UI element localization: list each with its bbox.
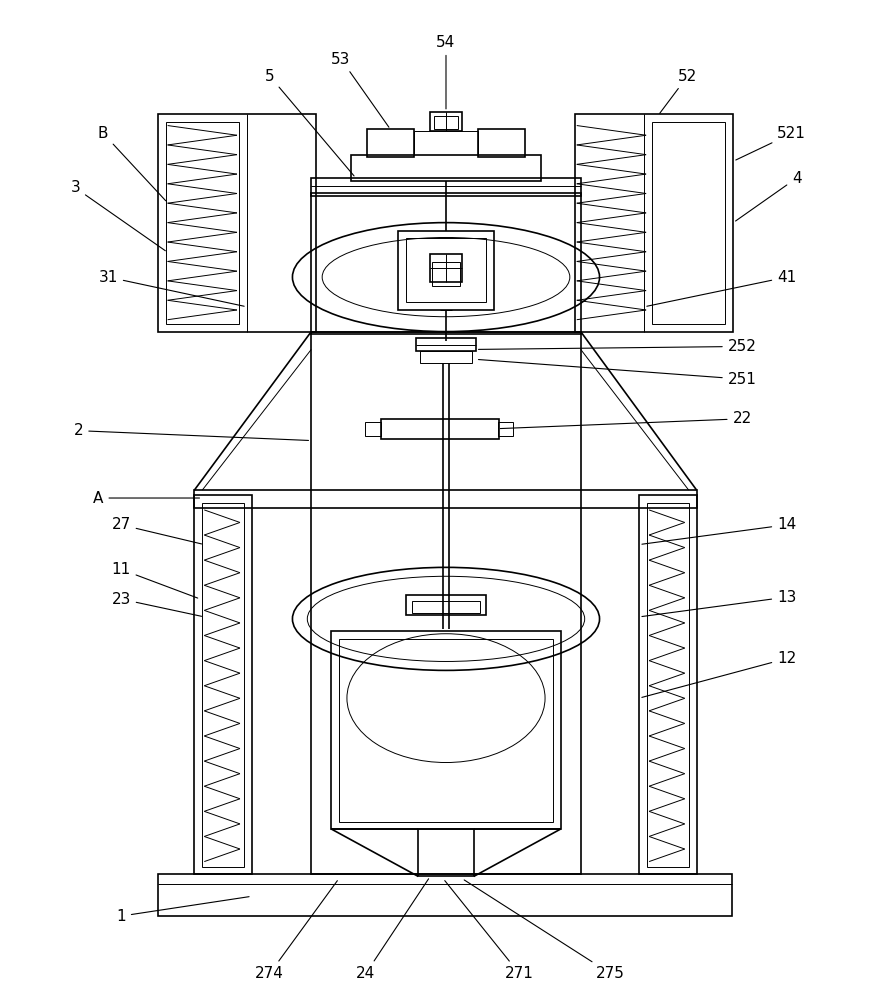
- Text: 22: 22: [500, 411, 752, 429]
- Text: 53: 53: [331, 52, 389, 127]
- Bar: [497, 422, 513, 436]
- Bar: [311, 193, 581, 334]
- Bar: [351, 155, 541, 181]
- Text: 52: 52: [659, 69, 698, 113]
- Text: 274: 274: [255, 881, 338, 981]
- Text: 2: 2: [74, 423, 308, 440]
- Text: 5: 5: [265, 69, 354, 176]
- Bar: [364, 422, 380, 436]
- Text: 251: 251: [478, 360, 756, 387]
- Text: 3: 3: [70, 180, 166, 251]
- Bar: [406, 595, 486, 615]
- Bar: [652, 122, 725, 324]
- Bar: [430, 254, 462, 282]
- Bar: [202, 503, 244, 867]
- Text: 23: 23: [111, 592, 201, 616]
- Bar: [647, 503, 689, 867]
- Bar: [416, 338, 476, 351]
- Bar: [432, 262, 460, 286]
- Text: 54: 54: [437, 35, 455, 109]
- Bar: [311, 178, 581, 196]
- Bar: [478, 129, 526, 157]
- Bar: [380, 419, 500, 439]
- Text: B: B: [98, 126, 166, 201]
- Bar: [158, 114, 316, 332]
- Text: 41: 41: [647, 270, 797, 306]
- Text: 4: 4: [736, 171, 802, 221]
- Text: 24: 24: [356, 879, 429, 981]
- Bar: [194, 490, 697, 508]
- Bar: [430, 112, 462, 131]
- Bar: [339, 639, 553, 822]
- Text: 13: 13: [642, 590, 797, 617]
- Bar: [575, 114, 733, 332]
- Text: 12: 12: [642, 651, 797, 697]
- Text: 521: 521: [736, 126, 806, 160]
- Text: 275: 275: [464, 880, 625, 981]
- Bar: [194, 495, 252, 874]
- Text: 27: 27: [111, 517, 201, 544]
- Text: 31: 31: [99, 270, 244, 306]
- Text: 271: 271: [445, 881, 534, 981]
- Bar: [367, 129, 414, 157]
- Bar: [413, 601, 479, 613]
- Bar: [639, 495, 697, 874]
- Bar: [311, 332, 581, 874]
- Bar: [331, 631, 561, 829]
- Text: 11: 11: [111, 562, 198, 598]
- Bar: [418, 829, 474, 876]
- Bar: [166, 122, 239, 324]
- Bar: [406, 238, 486, 302]
- Text: 14: 14: [642, 517, 797, 544]
- Bar: [421, 351, 471, 363]
- Text: A: A: [93, 491, 200, 506]
- Text: 252: 252: [478, 339, 756, 354]
- Bar: [398, 231, 494, 310]
- Bar: [434, 116, 458, 129]
- Text: 1: 1: [116, 897, 249, 924]
- Bar: [158, 874, 732, 916]
